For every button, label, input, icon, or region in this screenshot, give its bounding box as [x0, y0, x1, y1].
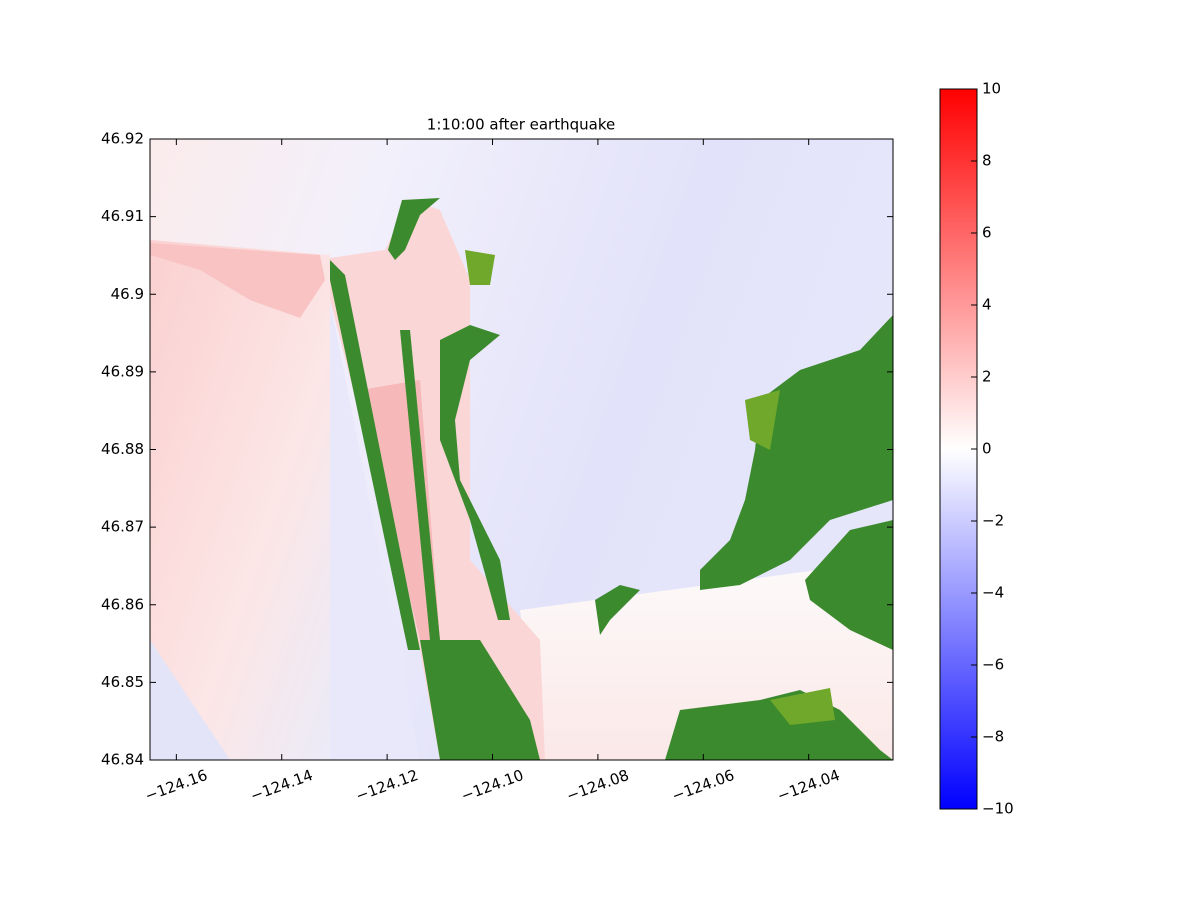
colorbar-tick-label: −6 [982, 656, 1004, 674]
y-tick-label: 46.87 [101, 518, 144, 536]
x-tick-label: −124.16 [143, 766, 210, 805]
colorbar-tick-label: 8 [982, 152, 992, 170]
y-tick-label: 46.86 [101, 595, 144, 613]
colorbar-tick-label: −8 [982, 728, 1004, 746]
x-tick-label: −124.04 [775, 766, 842, 805]
colorbar-tick-label: −2 [982, 512, 1004, 530]
colorbar-tick-label: −10 [982, 800, 1014, 818]
colorbar-tick-label: 2 [982, 368, 992, 386]
y-tick-label: 46.84 [101, 751, 144, 769]
y-tick-label: 46.92 [101, 130, 144, 148]
y-tick-label: 46.89 [101, 362, 144, 380]
colorbar-tick-label: 10 [982, 80, 1001, 98]
x-tick-label: −124.14 [248, 766, 315, 805]
y-tick-label: 46.9 [111, 285, 144, 303]
x-tick-label: −124.10 [459, 766, 526, 805]
colorbar-tick-label: 6 [982, 224, 992, 242]
field [150, 139, 893, 760]
chart-title: 1:10:00 after earthquake [427, 116, 615, 134]
colorbar-tick-label: −4 [982, 584, 1004, 602]
colorbar-tick-label: 4 [982, 296, 992, 314]
x-tick-label: −124.08 [564, 766, 631, 805]
y-tick-label: 46.88 [101, 440, 144, 458]
colorbar-tick-label: 0 [982, 440, 992, 458]
y-tick-label: 46.85 [101, 673, 144, 691]
x-tick-label: −124.12 [353, 766, 420, 805]
y-tick-label: 46.91 [101, 207, 144, 225]
x-tick-label: −124.06 [669, 766, 736, 805]
